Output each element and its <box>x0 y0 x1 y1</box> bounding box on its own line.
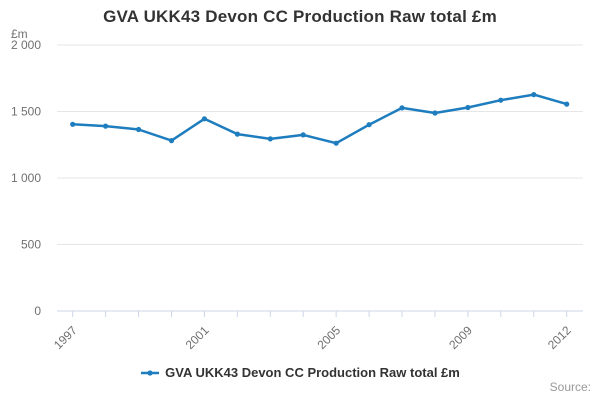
y-axis-tick-label: 0 <box>34 304 41 318</box>
x-axis-tick-label: 2009 <box>446 323 475 352</box>
y-axis-unit-label: £m <box>11 27 28 41</box>
data-point-2004[interactable] <box>300 132 306 138</box>
y-axis-tick-label: 1 500 <box>11 105 41 119</box>
y-axis-tick-label: 500 <box>21 238 41 252</box>
data-point-2005[interactable] <box>333 140 339 146</box>
legend: GVA UKK43 Devon CC Production Raw total … <box>0 365 600 380</box>
data-point-2006[interactable] <box>366 122 372 128</box>
line-chart-plot: 0 500 1 000 1 500 2 000 1997 2001 2005 2009 2012 <box>11 38 583 352</box>
x-axis-tick-label: 1997 <box>51 323 80 352</box>
data-point-2011[interactable] <box>531 92 537 98</box>
data-point-2003[interactable] <box>267 136 273 142</box>
data-point-2008[interactable] <box>432 110 438 116</box>
data-point-2012[interactable] <box>564 101 570 107</box>
line-dot-icon <box>141 369 160 376</box>
data-point-2010[interactable] <box>498 97 504 103</box>
data-point-1998[interactable] <box>103 123 109 129</box>
legend-item-series[interactable]: GVA UKK43 Devon CC Production Raw total … <box>140 365 460 380</box>
data-point-2001[interactable] <box>201 116 207 122</box>
data-point-2009[interactable] <box>465 104 471 111</box>
data-point-2002[interactable] <box>234 131 240 137</box>
y-axis-tick-label: 1 000 <box>11 171 41 185</box>
source-label: Source: <box>549 380 591 394</box>
data-point-2007[interactable] <box>399 105 405 111</box>
data-point-1999[interactable] <box>136 126 142 133</box>
x-axis-tick-label: 2005 <box>315 323 344 352</box>
data-point-1997[interactable] <box>70 121 76 127</box>
x-axis-tick-label: 2001 <box>183 323 212 352</box>
series-line <box>71 93 568 145</box>
legend-item-label: GVA UKK43 Devon CC Production Raw total … <box>165 365 460 380</box>
y-axis-tick-label: 2 000 <box>11 38 41 52</box>
x-axis-tick-label: 2012 <box>545 323 574 352</box>
chart-title: GVA UKK43 Devon CC Production Raw total … <box>103 7 497 26</box>
data-point-2000[interactable] <box>168 138 175 144</box>
